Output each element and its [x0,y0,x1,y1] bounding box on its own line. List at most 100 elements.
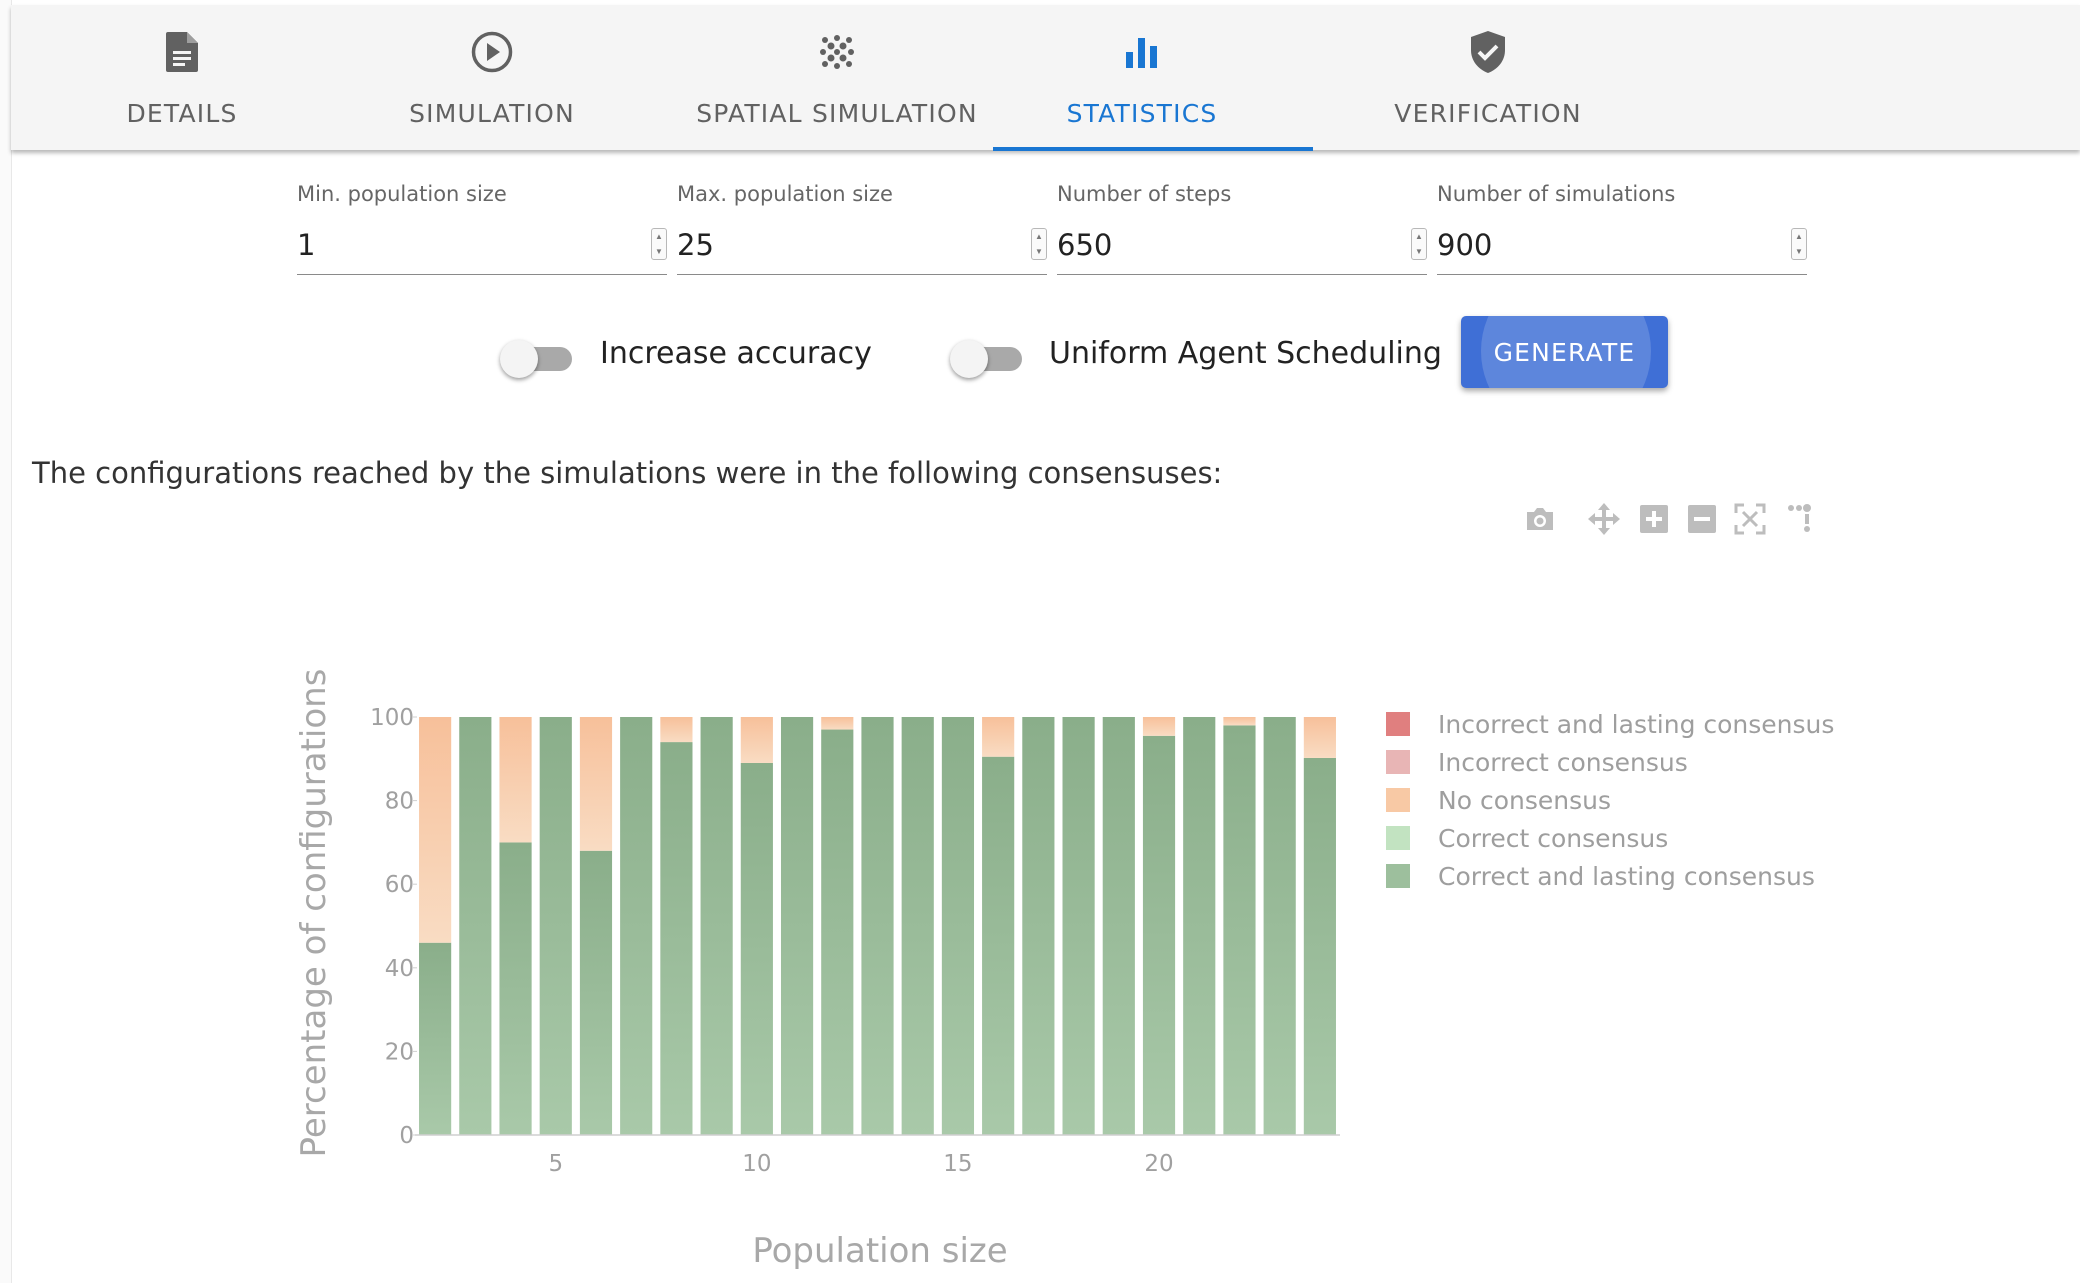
tab-verification[interactable]: VERIFICATION [1338,5,1638,150]
bar-segment[interactable] [821,717,854,730]
bar-segment[interactable] [660,742,693,1135]
tab-statistics[interactable]: STATISTICS [982,5,1302,150]
field-value[interactable]: 900 [1437,228,1493,262]
bar-segment[interactable] [1142,735,1176,1135]
tab-bar: DETAILS SIMULATION SPATIAL SIMULATION ST… [11,5,2080,151]
y-tick-label: 20 [385,1039,414,1065]
field-underline [1437,274,1807,275]
bar-segment[interactable] [579,850,613,1135]
bar-segment[interactable] [499,842,532,1135]
field-value[interactable]: 650 [1057,228,1113,262]
legend-swatch[interactable] [1386,826,1410,850]
bar-segment[interactable] [1303,757,1336,1135]
bars-layer [419,717,1336,1135]
legend-label[interactable]: Incorrect and lasting consensus [1438,710,1834,739]
bar-segment[interactable] [941,717,975,1135]
plotly-logo-icon[interactable] [1784,502,1820,536]
number-stepper[interactable]: ▲ ▼ [1411,228,1427,260]
legend-swatch[interactable] [1386,712,1410,736]
y-tick-label: 0 [399,1123,414,1149]
bar-segment[interactable] [780,717,814,1135]
tab-label: DETAILS [126,99,238,128]
bar-segment[interactable] [539,717,572,1135]
tab-simulation[interactable]: SIMULATION [377,5,607,150]
generate-button[interactable]: GENERATE [1461,316,1668,388]
legend-swatch[interactable] [1386,788,1410,812]
bar-segment[interactable] [740,717,773,763]
zoom-in-icon[interactable] [1636,502,1672,536]
legend-swatch[interactable] [1386,750,1410,774]
legend-label[interactable]: Correct and lasting consensus [1438,862,1815,891]
pan-icon[interactable] [1586,502,1622,536]
toggle-knob [950,340,988,378]
bar-segment[interactable] [1022,717,1055,1135]
generate-button-label: GENERATE [1493,337,1636,367]
increase-accuracy-toggle[interactable] [500,338,574,378]
bar-segment[interactable] [620,717,653,1135]
number-of-simulations-field[interactable]: Number of simulations 900 ▲ ▼ [1437,180,1807,275]
bar-segment[interactable] [982,756,1015,1135]
x-tick-label: 5 [548,1151,563,1177]
x-tick-label: 15 [943,1151,972,1177]
bar-segment[interactable] [700,717,733,1135]
increase-accuracy-label: Increase accuracy [600,336,872,371]
bar-segment[interactable] [1062,717,1095,1135]
bar-segment[interactable] [579,717,613,851]
x-axis-ticks: 5 10 15 20 [548,1151,1173,1177]
legend-label[interactable]: Correct consensus [1438,824,1668,853]
field-underline [297,274,667,275]
field-value[interactable]: 25 [677,228,714,262]
min-population-field[interactable]: Min. population size 1 ▲ ▼ [297,180,667,275]
bar-segment[interactable] [459,717,492,1135]
tab-label: SIMULATION [409,99,575,128]
bar-segment[interactable] [1102,717,1135,1135]
toggle-knob [500,340,538,378]
bar-segment[interactable] [740,762,773,1135]
x-tick-label: 20 [1144,1151,1173,1177]
field-underline [1057,274,1427,275]
tab-details[interactable]: DETAILS [67,5,297,150]
field-label: Number of steps [1057,182,1232,206]
x-axis-title: Population size [752,1231,1007,1271]
legend-label[interactable]: Incorrect consensus [1438,748,1688,777]
y-axis-ticks: 0 20 40 60 80 100 [370,705,417,1149]
field-value[interactable]: 1 [297,228,316,262]
y-tick-label: 80 [385,789,414,815]
autoscale-icon[interactable] [1732,502,1768,536]
bar-segment[interactable] [982,717,1015,757]
bar-segment[interactable] [821,729,854,1135]
bar-segment[interactable] [1183,717,1216,1135]
zoom-out-icon[interactable] [1684,502,1720,536]
active-tab-indicator [993,147,1313,151]
y-tick-label: 60 [385,872,414,898]
button-ripple [1481,316,1651,388]
legend-swatch[interactable] [1386,864,1410,888]
bar-segment[interactable] [419,717,452,943]
bar-segment[interactable] [419,942,452,1135]
number-of-steps-field[interactable]: Number of steps 650 ▲ ▼ [1057,180,1427,275]
bar-segment[interactable] [1223,717,1256,726]
number-stepper[interactable]: ▲ ▼ [1791,228,1807,260]
bar-segment[interactable] [901,717,934,1135]
bar-segment[interactable] [499,717,532,843]
bar-chart-icon [1117,27,1167,77]
number-stepper[interactable]: ▲ ▼ [1031,228,1047,260]
field-label: Min. population size [297,182,507,206]
legend-label[interactable]: No consensus [1438,786,1611,815]
camera-icon[interactable] [1522,502,1558,536]
bar-segment[interactable] [1223,725,1256,1135]
field-label: Max. population size [677,182,893,206]
uniform-agent-scheduling-label: Uniform Agent Scheduling [1049,336,1442,371]
tab-spatial-simulation[interactable]: SPATIAL SIMULATION [667,5,1007,150]
bar-segment[interactable] [1142,717,1176,736]
x-tick-label: 10 [742,1151,771,1177]
bar-segment[interactable] [861,717,894,1135]
bar-segment[interactable] [660,717,693,743]
number-stepper[interactable]: ▲ ▼ [651,228,667,260]
max-population-field[interactable]: Max. population size 25 ▲ ▼ [677,180,1047,275]
bar-segment[interactable] [1303,717,1336,758]
uniform-agent-scheduling-toggle[interactable] [950,338,1024,378]
bar-segment[interactable] [1263,717,1296,1135]
shield-check-icon [1463,27,1513,77]
play-circle-icon [467,27,517,77]
